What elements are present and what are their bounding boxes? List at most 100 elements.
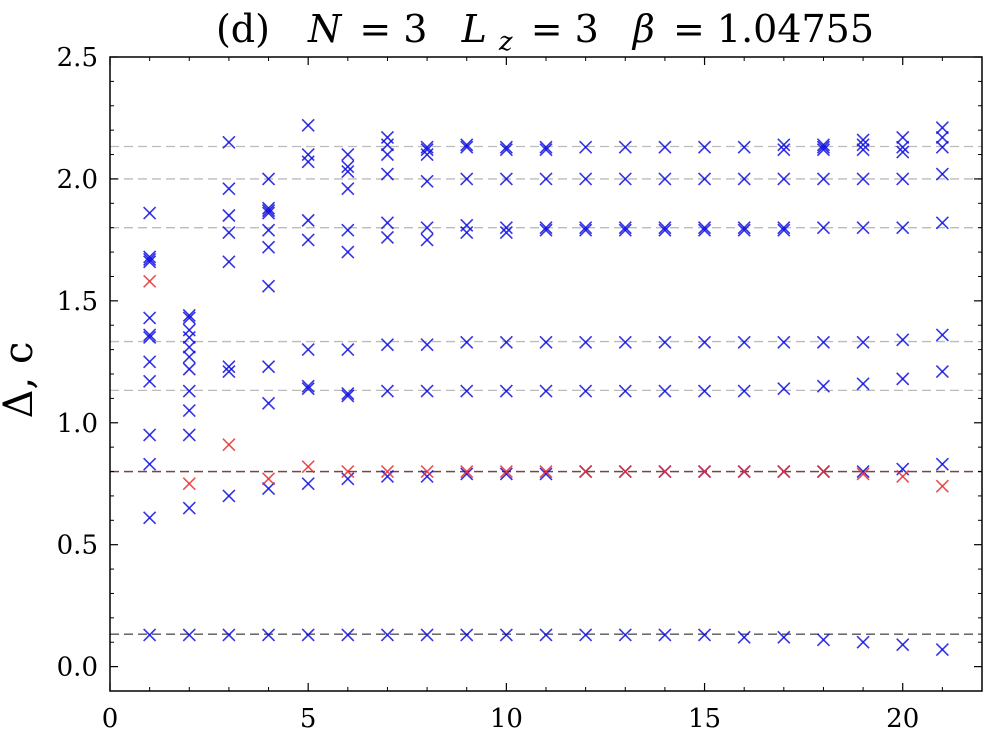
data-point-blue: [896, 333, 910, 347]
data-point-red: [460, 464, 474, 479]
data-point-blue: [301, 233, 315, 247]
marker-stroke: [143, 628, 157, 642]
data-point-blue: [420, 140, 434, 154]
marker-stroke: [816, 140, 831, 154]
data-point-blue: [499, 384, 513, 398]
marker-stroke: [539, 628, 553, 642]
data-point-blue: [737, 223, 751, 237]
data-point-blue: [182, 350, 196, 364]
y-tick-label: 0.0: [57, 653, 98, 683]
marker-stroke: [182, 340, 196, 354]
marker-stroke: [301, 233, 315, 247]
data-point-blue: [579, 140, 593, 154]
marker-stroke: [816, 143, 831, 157]
marker-stroke: [301, 628, 315, 642]
data-point-blue: [143, 511, 157, 525]
marker-stroke: [697, 464, 712, 479]
data-point-blue: [420, 143, 434, 157]
marker-stroke: [460, 172, 474, 186]
marker-stroke: [816, 464, 831, 479]
data-point-blue: [460, 335, 474, 349]
marker-stroke: [380, 384, 395, 398]
data-point-blue: [460, 384, 474, 398]
data-point-blue: [737, 172, 751, 186]
marker-stroke: [222, 489, 236, 503]
marker-stroke: [143, 250, 157, 264]
marker-stroke: [579, 140, 593, 154]
marker-stroke: [579, 172, 593, 186]
marker-stroke: [777, 335, 791, 349]
data-point-blue: [856, 133, 870, 147]
marker-stroke: [143, 328, 157, 342]
data-point-blue: [143, 328, 157, 342]
data-point-red: [341, 464, 355, 479]
marker-stroke: [420, 140, 434, 154]
marker-stroke: [777, 464, 791, 479]
marker-stroke: [697, 335, 712, 349]
data-point-red: [618, 464, 632, 479]
data-point-blue: [261, 482, 276, 496]
data-point-blue: [856, 335, 870, 349]
data-point-blue: [380, 130, 395, 145]
marker-stroke: [261, 396, 276, 410]
data-point-blue: [420, 384, 434, 398]
marker-stroke: [579, 384, 593, 398]
data-point-blue: [737, 140, 751, 154]
data-point-blue: [856, 172, 870, 186]
marker-stroke: [539, 223, 553, 237]
marker-stroke: [935, 216, 949, 230]
data-point-blue: [935, 328, 949, 342]
data-point-blue: [222, 364, 236, 379]
marker-stroke: [896, 469, 910, 483]
data-point-blue: [539, 223, 553, 237]
svg-text:(d) N = 3 L: (d) N = 3 L z = 3 β = 1.04755: [216, 7, 874, 59]
marker-stroke: [143, 311, 157, 325]
title-l-subscript: z: [498, 27, 513, 57]
data-point-blue: [222, 489, 236, 503]
marker-stroke: [222, 628, 236, 642]
data-point-blue: [737, 630, 751, 644]
marker-stroke: [341, 386, 355, 401]
data-point-blue: [222, 135, 236, 149]
data-point-blue: [420, 469, 434, 483]
marker-stroke: [935, 479, 949, 493]
data-point-blue: [380, 469, 395, 483]
marker-stroke: [935, 457, 949, 471]
data-point-blue: [935, 457, 949, 471]
marker-stroke: [301, 460, 315, 474]
data-point-blue: [420, 628, 434, 642]
data-point-blue: [935, 140, 949, 154]
marker-stroke: [380, 464, 395, 479]
data-point-blue: [420, 174, 434, 188]
marker-stroke: [182, 628, 196, 642]
data-point-red: [261, 472, 276, 486]
data-point-blue: [341, 165, 355, 179]
data-points: [143, 118, 949, 657]
title-n-value: = 3: [359, 7, 427, 51]
marker-stroke: [420, 464, 434, 479]
marker-stroke: [737, 335, 751, 349]
data-point-red: [777, 464, 791, 479]
data-point-blue: [697, 335, 712, 349]
marker-stroke: [301, 379, 315, 393]
data-point-blue: [261, 360, 276, 374]
data-point-blue: [182, 428, 196, 442]
data-point-blue: [697, 628, 712, 642]
marker-stroke: [143, 255, 157, 269]
data-point-red: [380, 464, 395, 479]
data-point-blue: [499, 221, 513, 235]
marker-stroke: [896, 372, 910, 386]
marker-stroke: [261, 472, 276, 486]
marker-stroke: [420, 174, 434, 188]
data-point-blue: [777, 335, 791, 349]
data-point-blue: [380, 147, 395, 162]
data-point-blue: [579, 172, 593, 186]
data-point-blue: [697, 140, 712, 154]
marker-stroke: [499, 140, 513, 154]
data-point-blue: [143, 457, 157, 471]
marker-stroke: [777, 172, 791, 186]
data-point-blue: [579, 221, 593, 235]
marker-stroke: [579, 335, 593, 349]
title-n-symbol: N: [307, 7, 343, 51]
